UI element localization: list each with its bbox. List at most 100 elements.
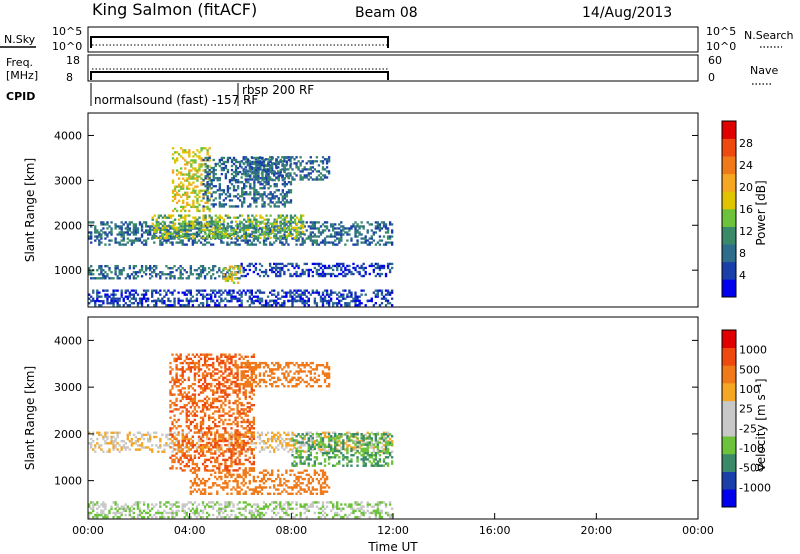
- power-cell: [313, 227, 317, 230]
- power-cell: [279, 227, 282, 230]
- velocity-cell: [254, 446, 258, 449]
- velocity-cell: [207, 403, 211, 407]
- power-cell: [366, 229, 369, 232]
- velocity-cell: [319, 515, 323, 519]
- velocity-cell: [187, 515, 190, 519]
- power-cell: [342, 233, 345, 236]
- power-cell: [254, 295, 258, 298]
- power-cell: [352, 272, 355, 276]
- power-cell: [238, 164, 242, 168]
- power-cell: [323, 221, 327, 224]
- power-cell: [291, 168, 294, 171]
- velocity-cell: [224, 368, 227, 371]
- power-cell: [366, 231, 369, 234]
- velocity-cell: [142, 437, 146, 441]
- power-cell: [98, 231, 101, 234]
- velocity-cell: [92, 439, 95, 443]
- velocity-cell: [289, 448, 292, 451]
- power-cell: [106, 289, 109, 292]
- power-cell: [291, 233, 294, 236]
- velocity-cell: [169, 410, 172, 413]
- power-cell: [364, 237, 367, 240]
- velocity-cell: [187, 446, 190, 449]
- velocity-cell: [142, 501, 146, 504]
- velocity-cell: [210, 433, 213, 436]
- power-cell: [327, 293, 331, 296]
- velocity-cell: [212, 366, 215, 369]
- velocity-cell: [268, 437, 272, 441]
- power-cell: [202, 158, 205, 162]
- power-cell: [196, 218, 199, 221]
- velocity-cell: [195, 361, 199, 365]
- power-cell: [378, 264, 382, 268]
- velocity-cell: [293, 433, 296, 437]
- velocity-cell: [175, 448, 178, 451]
- power-cell: [222, 166, 226, 170]
- power-cell: [263, 222, 266, 225]
- velocity-cell: [228, 446, 231, 449]
- power-cell: [263, 234, 266, 238]
- velocity-cell: [173, 401, 176, 405]
- velocity-cell: [124, 448, 127, 451]
- velocity-cell: [311, 448, 314, 451]
- velocity-cell: [258, 513, 262, 517]
- velocity-cell: [220, 418, 223, 422]
- power-cell: [348, 304, 351, 307]
- power-cell: [195, 227, 199, 230]
- velocity-cell: [279, 515, 282, 519]
- power-cell: [244, 239, 247, 242]
- velocity-cell: [360, 439, 363, 443]
- power-cell: [346, 233, 349, 236]
- power-cell: [151, 234, 154, 238]
- power-cell: [299, 214, 303, 217]
- power-cell: [311, 243, 314, 246]
- power-cell: [372, 304, 375, 307]
- power-cell: [386, 235, 390, 238]
- power-cell: [132, 295, 136, 298]
- power-cell: [198, 209, 201, 213]
- velocity-cell: [218, 387, 221, 390]
- power-cell: [126, 229, 129, 232]
- power-cell: [180, 185, 183, 188]
- velocity-cell: [220, 515, 223, 519]
- power-cell: [180, 216, 183, 219]
- velocity-cell: [285, 444, 288, 447]
- power-cell: [200, 147, 203, 150]
- velocity-cell: [252, 503, 256, 506]
- velocity-cell: [181, 372, 184, 375]
- power-cell: [266, 170, 270, 173]
- velocity-cell: [179, 444, 182, 447]
- power-cell: [317, 170, 321, 173]
- power-cell: [338, 272, 341, 276]
- power-cell: [165, 216, 169, 219]
- power-cell: [277, 237, 280, 240]
- power-cell: [177, 302, 180, 305]
- power-cell: [262, 166, 266, 169]
- power-cell: [240, 227, 243, 230]
- power-cell: [171, 195, 175, 198]
- velocity-cell: [210, 456, 213, 459]
- power-cell: [214, 218, 217, 221]
- power-cell: [108, 231, 111, 234]
- velocity-cell: [189, 458, 192, 462]
- velocity-cell: [114, 513, 117, 517]
- freq-panel: Freq. [MHz] 18 8 60 0 Nave: [6, 54, 778, 85]
- power-cell: [198, 157, 201, 160]
- velocity-cell: [285, 501, 288, 504]
- power-cell: [334, 243, 337, 246]
- power-cell: [149, 273, 152, 276]
- power-cell: [338, 291, 341, 294]
- power-cell: [165, 293, 168, 296]
- power-cell: [171, 232, 175, 235]
- power-cell: [348, 268, 351, 272]
- power-cell: [222, 205, 226, 208]
- power-cell: [194, 161, 197, 164]
- power-cell: [106, 273, 109, 276]
- power-cell: [297, 218, 301, 221]
- power-cell: [287, 156, 290, 159]
- power-cell: [388, 270, 392, 274]
- velocity-cell: [199, 509, 203, 513]
- power-cell: [236, 181, 240, 184]
- power-cell: [281, 295, 284, 298]
- power-cell: [206, 205, 209, 209]
